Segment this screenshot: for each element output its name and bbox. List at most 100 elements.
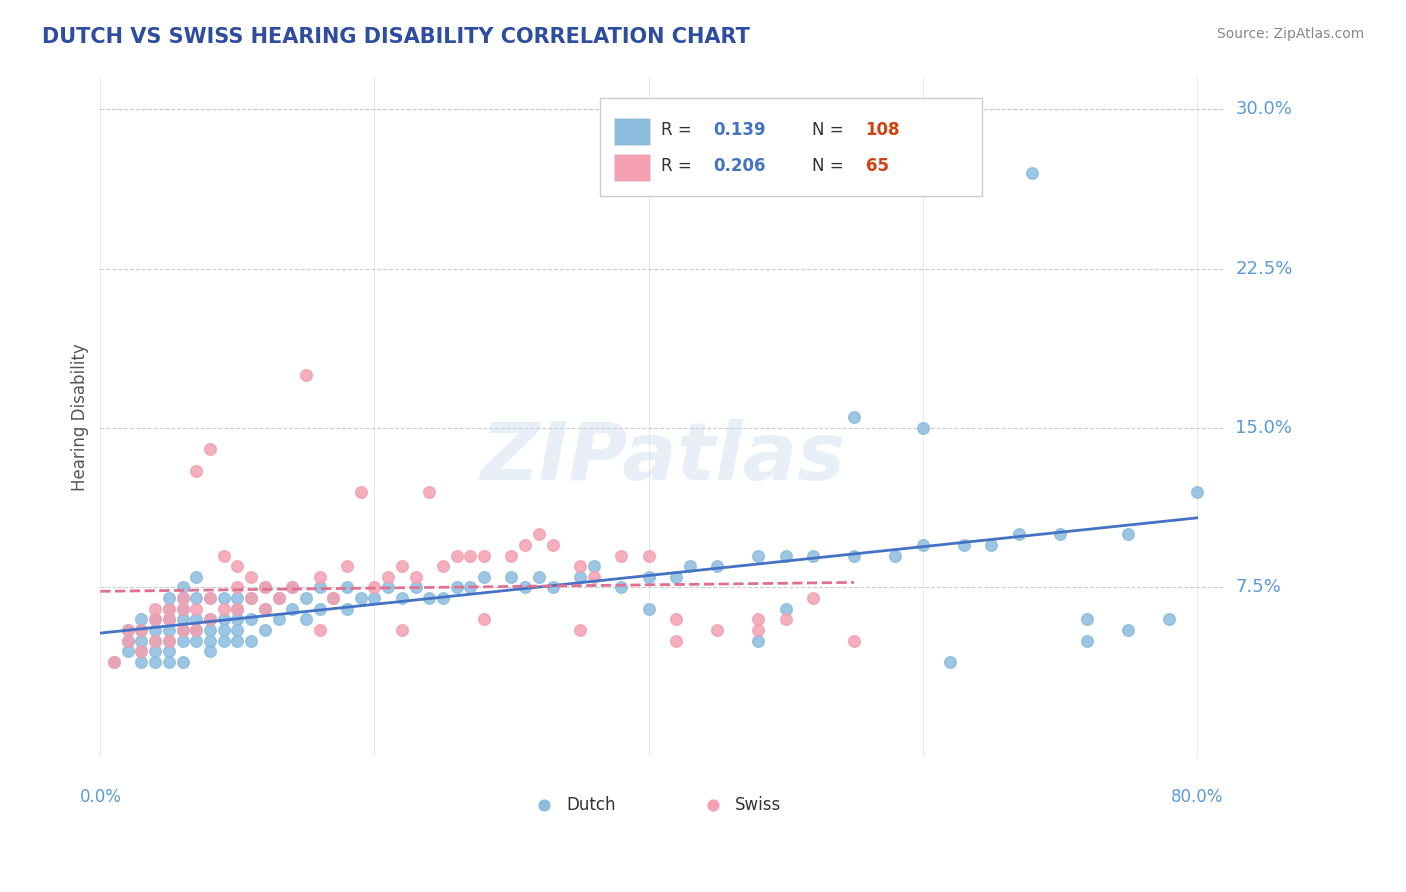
Point: [157, 633, 180, 648]
Point: [267, 591, 290, 606]
Point: [226, 559, 249, 574]
Point: [980, 538, 1002, 552]
Point: [172, 591, 194, 606]
Point: [198, 623, 221, 637]
Point: [665, 570, 688, 584]
Point: [911, 421, 934, 435]
Point: [541, 581, 564, 595]
Point: [432, 559, 454, 574]
Point: [939, 655, 962, 669]
Point: [157, 655, 180, 669]
Point: [212, 591, 235, 606]
Point: [267, 612, 290, 626]
Point: [747, 633, 769, 648]
Point: [198, 591, 221, 606]
Point: [336, 559, 359, 574]
Point: [630, 888, 652, 892]
Point: [775, 549, 797, 563]
Point: [446, 581, 468, 595]
Point: [582, 559, 605, 574]
Point: [801, 549, 824, 563]
Text: R =: R =: [661, 157, 692, 175]
Point: [637, 601, 659, 615]
Point: [350, 591, 373, 606]
Point: [706, 623, 728, 637]
Point: [295, 591, 318, 606]
Point: [281, 581, 304, 595]
Point: [198, 591, 221, 606]
Point: [610, 549, 633, 563]
Point: [281, 581, 304, 595]
Point: [240, 570, 263, 584]
FancyBboxPatch shape: [600, 98, 983, 196]
Point: [226, 601, 249, 615]
Point: [143, 644, 166, 658]
Point: [1185, 484, 1208, 499]
Point: [226, 633, 249, 648]
Point: [472, 549, 495, 563]
Text: 30.0%: 30.0%: [1236, 100, 1292, 119]
Point: [240, 633, 263, 648]
Point: [253, 581, 276, 595]
Point: [186, 601, 208, 615]
Point: [186, 464, 208, 478]
Point: [253, 623, 276, 637]
Point: [432, 591, 454, 606]
Point: [308, 623, 330, 637]
Point: [952, 538, 974, 552]
Point: [637, 570, 659, 584]
Point: [363, 581, 385, 595]
Point: [253, 581, 276, 595]
Point: [472, 570, 495, 584]
Point: [157, 612, 180, 626]
Point: [157, 644, 180, 658]
Point: [747, 549, 769, 563]
Point: [1159, 612, 1181, 626]
Point: [515, 538, 537, 552]
FancyBboxPatch shape: [614, 118, 650, 145]
Point: [391, 559, 413, 574]
Point: [1116, 527, 1139, 541]
Point: [212, 612, 235, 626]
Point: [322, 591, 344, 606]
Point: [350, 484, 373, 499]
Point: [569, 570, 592, 584]
Point: [295, 368, 318, 382]
FancyBboxPatch shape: [614, 153, 650, 181]
Point: [569, 623, 592, 637]
Point: [1076, 633, 1098, 648]
Point: [308, 581, 330, 595]
Point: [103, 655, 125, 669]
Point: [131, 612, 153, 626]
Point: [117, 633, 139, 648]
Point: [198, 442, 221, 457]
Text: N =: N =: [811, 157, 844, 175]
Point: [775, 601, 797, 615]
Point: [131, 623, 153, 637]
Point: [131, 644, 153, 658]
Point: [801, 591, 824, 606]
Point: [405, 570, 427, 584]
Point: [143, 655, 166, 669]
Point: [363, 591, 385, 606]
Point: [212, 549, 235, 563]
Text: 108: 108: [866, 120, 900, 139]
Point: [842, 549, 865, 563]
Point: [1049, 527, 1071, 541]
Point: [172, 623, 194, 637]
Point: [186, 623, 208, 637]
Point: [541, 538, 564, 552]
Point: [911, 538, 934, 552]
Point: [460, 581, 482, 595]
Point: [884, 549, 907, 563]
Point: [157, 612, 180, 626]
Point: [157, 633, 180, 648]
Point: [143, 612, 166, 626]
Point: [253, 601, 276, 615]
Point: [157, 601, 180, 615]
Point: [172, 601, 194, 615]
Point: [1007, 527, 1029, 541]
Point: [172, 591, 194, 606]
Point: [472, 612, 495, 626]
Point: [198, 612, 221, 626]
